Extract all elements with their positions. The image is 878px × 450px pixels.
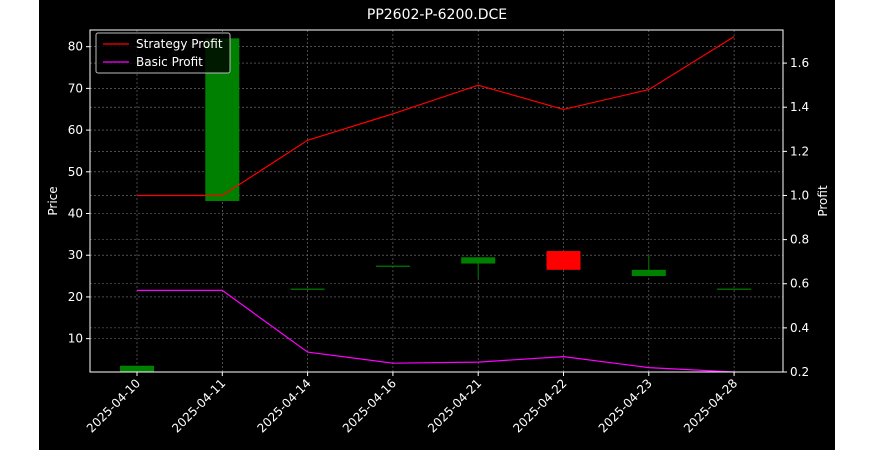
right-axis-label: Profit — [816, 185, 830, 217]
chart-svg: 10 20 30 40 50 60 70 80 0.2 0.4 0.6 0.8 1.0 1.2 1.4 1.6… — [46, 7, 830, 435]
left-axis-label: Price — [46, 186, 60, 215]
legend: Strategy Profit Basic Profit — [95, 32, 231, 74]
right-tick-label: 0.8 — [790, 233, 809, 247]
basic-profit-line — [137, 289, 735, 373]
candle-body — [120, 365, 154, 372]
right-tick-label: 0.2 — [790, 365, 809, 379]
x-tick-label: 2025-04-11 — [169, 376, 228, 435]
right-tick-label: 1.2 — [790, 144, 809, 158]
left-tick-label: 40 — [68, 207, 83, 221]
chart-title: PP2602-P-6200.DCE — [367, 7, 507, 23]
strategy-profit-line — [137, 36, 735, 197]
left-tick-label: 80 — [68, 40, 83, 54]
left-tick-label: 10 — [68, 332, 83, 346]
left-tick-label: 70 — [68, 81, 83, 95]
x-tick-label: 2025-04-22 — [510, 376, 569, 435]
right-tick-label: 0.6 — [790, 277, 809, 291]
left-tick-label: 50 — [68, 165, 83, 179]
legend-box — [95, 32, 231, 74]
legend-label-strategy-profit: Strategy Profit — [136, 37, 223, 51]
right-tick-label: 1.6 — [790, 56, 809, 70]
left-tick-label: 30 — [68, 248, 83, 262]
left-tick-label: 60 — [68, 123, 83, 137]
candle-body — [461, 257, 496, 264]
right-tick-label: 0.4 — [790, 321, 809, 335]
profit-lines — [137, 36, 735, 373]
x-tick-label: 2025-04-21 — [425, 376, 484, 435]
axes: 10 20 30 40 50 60 70 80 0.2 0.4 0.6 0.8 1.0 1.2 1.4 1.6… — [68, 29, 809, 435]
candle-body — [717, 288, 752, 290]
candle-body — [290, 288, 325, 290]
plot-frame — [89, 29, 784, 373]
candle-body — [375, 265, 410, 267]
legend-label-basic-profit: Basic Profit — [136, 55, 203, 69]
candle-body — [546, 251, 581, 270]
x-tick-label: 2025-04-16 — [340, 376, 399, 435]
x-tick-label: 2025-04-23 — [596, 376, 655, 435]
left-tick-label: 20 — [68, 290, 83, 304]
candle-body — [631, 269, 666, 277]
grid — [90, 30, 783, 373]
x-tick-label: 2025-04-28 — [681, 376, 740, 435]
right-tick-label: 1.0 — [790, 188, 809, 202]
x-tick-label: 2025-04-10 — [84, 376, 143, 435]
right-tick-label: 1.4 — [790, 100, 809, 114]
x-tick-label: 2025-04-14 — [255, 376, 314, 435]
figure: 10 20 30 40 50 60 70 80 0.2 0.4 0.6 0.8 1.0 1.2 1.4 1.6… — [39, 0, 835, 450]
